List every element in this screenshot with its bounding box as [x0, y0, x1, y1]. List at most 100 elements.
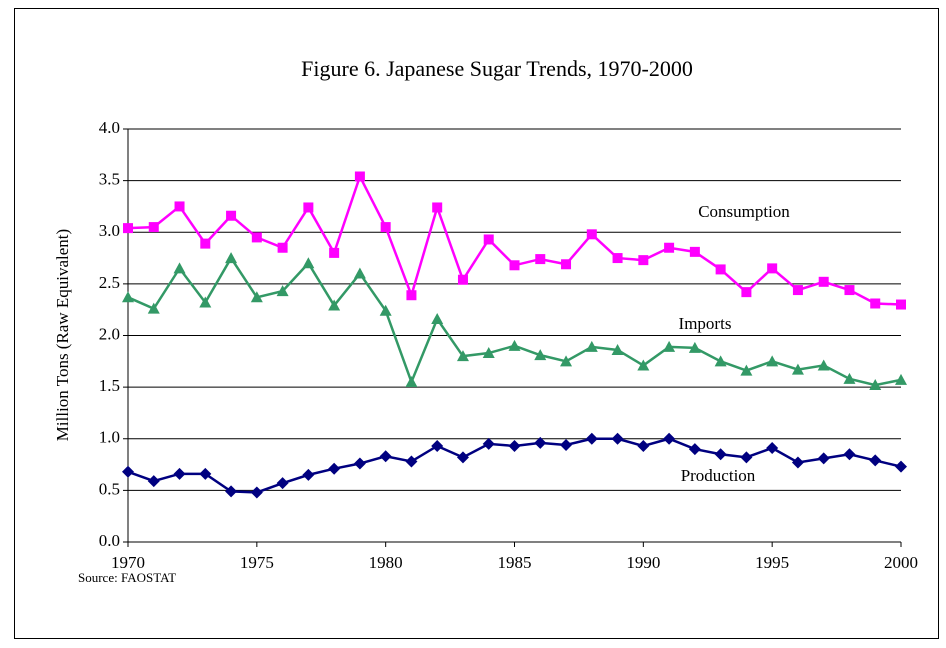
source-note: Source: FAOSTAT [78, 570, 176, 585]
series-label: Production [681, 466, 756, 485]
point [741, 287, 752, 298]
point [843, 448, 856, 461]
point [766, 355, 779, 367]
point [508, 439, 521, 452]
point [379, 304, 392, 316]
point [148, 222, 159, 233]
point [482, 347, 495, 359]
point [637, 359, 650, 371]
point [586, 229, 597, 240]
point [818, 276, 829, 287]
y-tick-label: 1.5 [99, 376, 120, 395]
point [612, 253, 623, 264]
point [534, 349, 547, 361]
x-tick-label: 2000 [884, 553, 918, 572]
point [405, 455, 418, 468]
point [740, 451, 753, 464]
point [250, 291, 263, 303]
point [225, 485, 238, 498]
point [767, 263, 778, 274]
point [226, 210, 237, 221]
point [277, 242, 288, 253]
y-tick-label: 3.0 [99, 221, 120, 240]
point [869, 379, 882, 391]
point [431, 312, 444, 324]
point [173, 262, 186, 274]
point [688, 341, 701, 353]
point [353, 457, 366, 470]
point [560, 438, 573, 451]
point [792, 285, 803, 296]
y-tick-label: 2.5 [99, 273, 120, 292]
point [714, 355, 727, 367]
point [870, 298, 881, 309]
x-tick-label: 1980 [369, 553, 403, 572]
point [432, 202, 443, 213]
point [431, 439, 444, 452]
point [250, 486, 263, 499]
chart-title: Figure 6. Japanese Sugar Trends, 1970-20… [301, 56, 693, 81]
point [535, 254, 546, 265]
point [174, 201, 185, 212]
point [817, 359, 830, 371]
point [714, 448, 727, 461]
point [638, 255, 649, 266]
point [173, 467, 186, 480]
point [585, 340, 598, 352]
point [405, 375, 418, 387]
point [303, 202, 314, 213]
y-tick-label: 3.5 [99, 170, 120, 189]
x-tick-label: 1990 [626, 553, 660, 572]
point [895, 460, 907, 473]
y-tick-label: 1.0 [99, 428, 120, 447]
point [688, 443, 701, 456]
point [896, 299, 906, 310]
point [585, 432, 598, 445]
point [843, 372, 856, 384]
point [534, 436, 547, 449]
point [895, 373, 907, 385]
y-tick-label: 0.0 [99, 531, 120, 550]
point [663, 340, 676, 352]
point [122, 465, 134, 478]
point [509, 260, 520, 271]
point [123, 223, 133, 234]
point [457, 274, 468, 285]
point [560, 355, 573, 367]
point [664, 242, 675, 253]
point [199, 467, 212, 480]
point [844, 285, 855, 296]
point [199, 296, 212, 308]
y-tick-label: 4.0 [99, 118, 120, 137]
point [147, 475, 160, 488]
point [251, 232, 262, 243]
point [561, 259, 572, 270]
chart-frame [14, 8, 939, 639]
point [225, 252, 238, 264]
point [276, 477, 289, 490]
point [766, 442, 779, 455]
point [663, 432, 676, 445]
x-tick-label: 1985 [498, 553, 532, 572]
point [869, 454, 882, 467]
point [689, 246, 700, 257]
series-label: Imports [679, 314, 732, 333]
point [200, 238, 211, 249]
point [637, 439, 650, 452]
point [328, 299, 341, 311]
point [456, 350, 469, 362]
point [611, 343, 624, 355]
y-tick-label: 2.0 [99, 324, 120, 343]
x-tick-label: 1995 [755, 553, 789, 572]
point [354, 171, 365, 182]
point [482, 437, 495, 450]
point [611, 432, 624, 445]
point [715, 264, 726, 275]
point [122, 291, 134, 303]
series-label: Consumption [698, 202, 790, 221]
point [483, 234, 494, 245]
point [791, 456, 804, 469]
point [302, 257, 315, 269]
